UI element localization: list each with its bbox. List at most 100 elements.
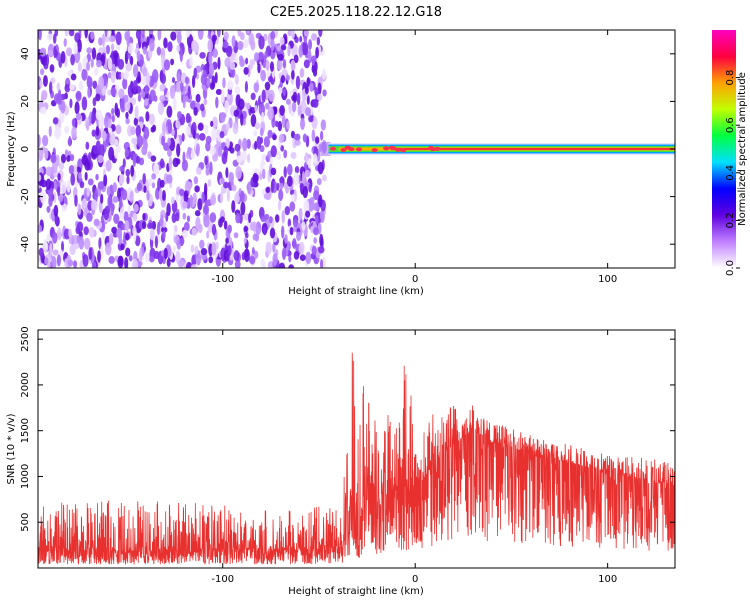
- noise-speck: [301, 221, 306, 231]
- noise-speck: [73, 164, 78, 177]
- noise-speck: [235, 212, 241, 224]
- noise-speck: [190, 244, 195, 253]
- noise-speck: [305, 107, 311, 117]
- snr-y-tick-label: 2000: [20, 372, 31, 397]
- noise-speck: [159, 95, 166, 102]
- noise-speck: [159, 179, 165, 188]
- noise-speck: [318, 194, 323, 208]
- noise-speck: [316, 178, 322, 186]
- noise-speck: [270, 38, 275, 51]
- noise-speck: [162, 230, 166, 240]
- noise-speck: [142, 173, 146, 185]
- noise-speck: [281, 247, 287, 260]
- noise-speck: [319, 211, 325, 222]
- noise-speck: [263, 33, 268, 42]
- noise-speck: [40, 68, 45, 76]
- noise-speck: [270, 145, 277, 158]
- noise-speck: [237, 40, 244, 51]
- noise-speck: [144, 252, 150, 263]
- noise-speck: [199, 132, 206, 141]
- noise-speck: [124, 220, 130, 232]
- noise-speck: [53, 180, 57, 190]
- spectrogram-y-tick-label: -20: [20, 188, 31, 204]
- noise-speck: [84, 171, 88, 181]
- noise-speck: [279, 176, 285, 184]
- noise-speck: [95, 93, 101, 102]
- noise-speck: [166, 174, 173, 184]
- noise-speck: [288, 264, 295, 268]
- spectrogram-y-tick-label: 40: [20, 47, 31, 60]
- noise-speck: [212, 48, 218, 58]
- noise-speck: [50, 153, 57, 164]
- noise-speck: [231, 35, 236, 48]
- noise-speck: [151, 173, 157, 180]
- noise-speck: [183, 190, 189, 203]
- noise-speck: [64, 126, 70, 134]
- noise-speck: [261, 89, 266, 103]
- noise-speck: [129, 55, 134, 66]
- noise-speck: [284, 206, 291, 216]
- noise-speck: [296, 231, 302, 242]
- noise-speck: [116, 227, 123, 239]
- noise-speck: [120, 72, 125, 80]
- noise-speck: [254, 122, 260, 130]
- noise-speck: [225, 167, 229, 179]
- noise-speck: [167, 149, 172, 157]
- noise-speck: [181, 159, 189, 172]
- noise-speck: [232, 121, 239, 135]
- spectrogram-x-tick-label: -100: [211, 274, 234, 285]
- noise-speck: [91, 111, 95, 125]
- noise-speck: [70, 53, 75, 66]
- noise-speck: [241, 151, 248, 161]
- noise-speck: [250, 113, 257, 127]
- noise-speck: [135, 155, 141, 164]
- noise-speck: [222, 40, 229, 49]
- noise-speck: [42, 241, 49, 253]
- noise-speck: [299, 35, 303, 43]
- noise-speck: [86, 47, 93, 54]
- noise-speck: [268, 89, 275, 102]
- noise-speck: [52, 249, 59, 256]
- noise-speck: [38, 148, 44, 161]
- noise-speck: [272, 134, 277, 141]
- noise-speck: [84, 30, 88, 39]
- noise-speck: [114, 53, 118, 67]
- noise-speck: [203, 182, 208, 196]
- snr-x-tick-label: 100: [598, 574, 617, 585]
- snr-y-label: SNR (10 * v/v): [6, 413, 17, 484]
- noise-speck: [49, 64, 55, 73]
- snr-y-ticks: 500 1000 1500 2000 2500: [20, 326, 675, 532]
- spectrogram-signal-band: [320, 142, 675, 156]
- noise-speck: [303, 199, 310, 214]
- noise-speck: [272, 242, 276, 253]
- noise-speck: [291, 101, 297, 113]
- noise-speck: [63, 38, 67, 47]
- noise-speck: [141, 220, 147, 230]
- noise-speck: [39, 47, 47, 57]
- noise-speck: [250, 92, 256, 101]
- noise-speck: [49, 243, 53, 257]
- noise-speck: [69, 83, 75, 91]
- noise-speck: [248, 212, 252, 224]
- noise-speck: [223, 181, 229, 189]
- noise-speck: [226, 188, 230, 202]
- noise-speck: [305, 251, 312, 265]
- noise-speck: [253, 82, 260, 93]
- noise-speck: [221, 88, 225, 103]
- noise-speck: [73, 42, 78, 55]
- noise-speck: [143, 126, 150, 140]
- noise-speck: [81, 154, 89, 166]
- noise-speck: [219, 130, 225, 139]
- noise-speck: [86, 61, 90, 72]
- noise-speck: [98, 47, 105, 54]
- noise-speck: [71, 118, 76, 127]
- noise-speck: [296, 92, 301, 106]
- spectrogram-x-tick-label: 100: [598, 274, 617, 285]
- noise-speck: [194, 245, 199, 255]
- noise-speck: [268, 216, 273, 224]
- noise-speck: [135, 30, 142, 40]
- noise-speck: [200, 248, 208, 256]
- noise-speck: [95, 125, 100, 137]
- noise-speck: [109, 133, 116, 146]
- noise-speck: [204, 124, 209, 135]
